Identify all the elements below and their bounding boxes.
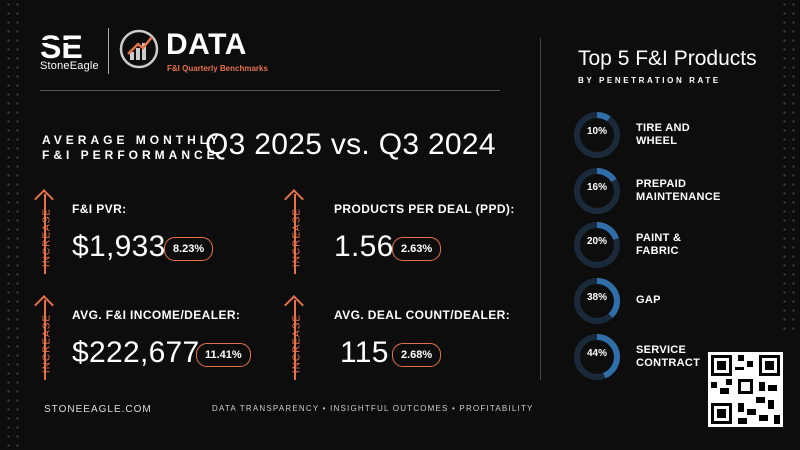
increase-label: INCREASE xyxy=(41,313,53,374)
penetration-ring-icon xyxy=(574,112,620,158)
increase-arrow-icon xyxy=(44,300,46,380)
product-item: 16% PREPAID MAINTENANCE xyxy=(572,166,772,216)
product-name: PAINT & FABRIC xyxy=(636,232,681,258)
product-name-line-1: GAP xyxy=(636,294,661,306)
products-subtitle: BY PENETRATION RATE xyxy=(578,76,721,85)
data-title: DATA xyxy=(166,28,247,61)
product-name-line-2: MAINTENANCE xyxy=(636,191,721,203)
brand-name: StoneEagle xyxy=(40,60,99,72)
metric-label: F&I PVR: xyxy=(72,202,127,216)
metric-fi-pvr: INCREASE F&I PVR: $1,933 8.23% xyxy=(34,189,270,282)
metric-fi-income: INCREASE AVG. F&I INCOME/DEALER: $222,67… xyxy=(34,295,270,388)
product-name: GAP xyxy=(636,294,661,307)
growth-chart-icon xyxy=(119,29,159,69)
header-rule xyxy=(40,90,500,91)
decorative-dot-pattern-right xyxy=(780,0,798,330)
product-percent: 44% xyxy=(586,348,607,359)
product-name: SERVICE CONTRACT xyxy=(636,344,700,370)
penetration-ring-icon xyxy=(574,278,620,324)
penetration-ring-icon xyxy=(574,222,620,268)
metric-ppd: INCREASE PRODUCTS PER DEAL (PPD): 1.56 2… xyxy=(284,189,520,282)
period-title: Q3 2025 vs. Q3 2024 xyxy=(205,128,496,161)
product-name-line-2: FABRIC xyxy=(636,245,679,257)
change-badge: 2.68% xyxy=(392,343,442,367)
metric-value: $222,677 xyxy=(72,336,200,369)
product-name-line-2: CONTRACT xyxy=(636,357,701,369)
products-title: Top 5 F&I Products xyxy=(578,47,757,70)
product-name-line-1: PREPAID xyxy=(636,178,687,190)
penetration-ring-icon xyxy=(574,334,620,380)
change-badge: 2.63% xyxy=(392,237,442,261)
data-subtitle: F&I Quarterly Benchmarks xyxy=(167,64,268,73)
increase-arrow-icon xyxy=(294,300,296,380)
increase-label: INCREASE xyxy=(41,207,53,268)
product-name: PREPAID MAINTENANCE xyxy=(636,178,721,204)
increase-arrow-icon xyxy=(44,194,46,274)
metric-label: AVG. DEAL COUNT/DEALER: xyxy=(334,308,511,322)
metric-label: AVG. F&I INCOME/DEALER: xyxy=(72,308,241,322)
product-percent: 20% xyxy=(586,236,607,247)
metric-value: 115 xyxy=(340,336,389,369)
product-name-line-1: SERVICE xyxy=(636,344,687,356)
product-item: 38% GAP xyxy=(572,276,772,326)
decorative-dot-pattern-left xyxy=(4,0,22,450)
footer-tagline: DATA TRANSPARENCY • INSIGHTFUL OUTCOMES … xyxy=(212,404,534,413)
metric-label: PRODUCTS PER DEAL (PPD): xyxy=(334,202,515,216)
qr-code-icon[interactable] xyxy=(708,352,783,427)
panel-divider xyxy=(540,38,541,380)
product-item: 20% PAINT & FABRIC xyxy=(572,220,772,270)
product-percent: 16% xyxy=(586,182,607,193)
change-badge: 8.23% xyxy=(164,237,214,261)
headline-line-2: F&I PERFORMANCE xyxy=(42,148,219,162)
product-name-line-1: PAINT & xyxy=(636,232,682,244)
metric-value: $1,933 xyxy=(72,230,166,263)
footer-url[interactable]: STONEEAGLE.COM xyxy=(44,404,152,415)
increase-arrow-icon xyxy=(294,194,296,274)
product-item: 44% SERVICE CONTRACT xyxy=(572,332,772,382)
product-percent: 38% xyxy=(586,292,607,303)
product-name-line-2: WHEEL xyxy=(636,135,678,147)
headline-line-1: AVERAGE MONTHLY xyxy=(42,133,223,147)
metric-value: 1.56 xyxy=(334,230,394,263)
penetration-ring-icon xyxy=(574,168,620,214)
metric-deal-count: INCREASE AVG. DEAL COUNT/DEALER: 115 2.6… xyxy=(284,295,520,388)
headline-label: AVERAGE MONTHLY F&I PERFORMANCE xyxy=(42,133,222,163)
increase-label: INCREASE xyxy=(291,207,303,268)
header-divider xyxy=(108,28,109,74)
increase-label: INCREASE xyxy=(291,313,303,374)
logo-mark-text: SE xyxy=(40,29,83,65)
product-name-line-1: TIRE AND xyxy=(636,122,690,134)
product-percent: 10% xyxy=(586,126,607,137)
product-item: 10% TIRE AND WHEEL xyxy=(572,110,772,160)
stoneeagle-logo-icon: SE xyxy=(40,29,98,65)
product-name: TIRE AND WHEEL xyxy=(636,122,690,148)
change-badge: 11.41% xyxy=(196,343,251,367)
